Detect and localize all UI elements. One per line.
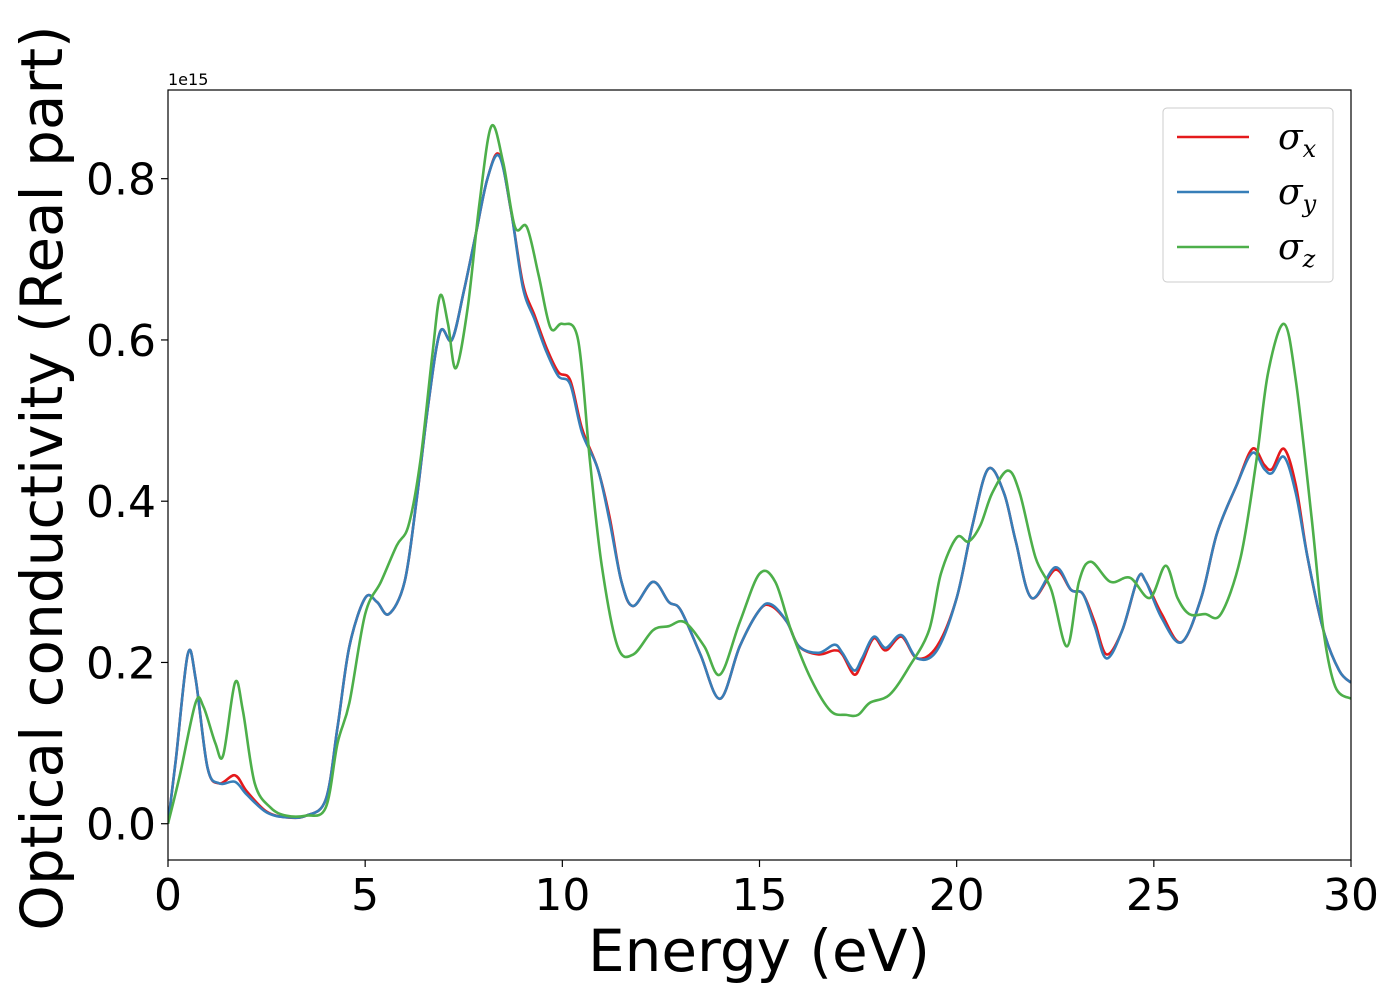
legend-box <box>1162 107 1334 283</box>
x-axis-ticks: 0 5 10 15 20 25 30 <box>154 860 1379 921</box>
y-tick-label: 0.8 <box>86 155 156 206</box>
x-axis-title: Energy (eV) <box>588 917 930 985</box>
series-line-sigma-z <box>168 123 1351 825</box>
y-axis-ticks: 0.0 0.2 0.4 0.6 0.8 <box>86 155 168 851</box>
y-offset-label: 1e15 <box>168 70 208 89</box>
x-tick-label: 15 <box>732 870 788 921</box>
y-axis-title: Optical conductivity (Real part) <box>8 25 76 930</box>
x-tick-label: 20 <box>929 870 985 921</box>
y-tick-label: 0.6 <box>86 316 156 367</box>
y-tick-label: 0.2 <box>86 638 156 689</box>
x-tick-label: 30 <box>1323 870 1379 921</box>
y-tick-label: 0.4 <box>86 477 156 528</box>
legend-label-sigma-y: σy <box>1278 172 1317 218</box>
series-line-sigma-y <box>168 153 1351 824</box>
x-tick-label: 25 <box>1126 870 1182 921</box>
series-layer <box>168 123 1351 825</box>
y-tick-label: 0.0 <box>86 800 156 851</box>
x-tick-label: 5 <box>351 870 379 921</box>
x-tick-label: 10 <box>534 870 590 921</box>
legend-label-sigma-x: σx <box>1278 117 1317 163</box>
x-tick-label: 0 <box>154 870 182 921</box>
